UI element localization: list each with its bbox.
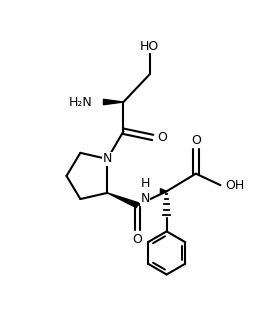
Text: O: O [132, 233, 142, 246]
Text: O: O [157, 131, 167, 144]
Polygon shape [103, 99, 123, 105]
Polygon shape [107, 193, 138, 208]
Text: HO: HO [140, 40, 159, 53]
Text: H₂N: H₂N [69, 96, 93, 109]
Polygon shape [160, 189, 167, 194]
Text: H
N: H N [140, 177, 150, 205]
Text: O: O [191, 134, 201, 147]
Text: N: N [103, 153, 112, 166]
Text: OH: OH [225, 179, 244, 192]
